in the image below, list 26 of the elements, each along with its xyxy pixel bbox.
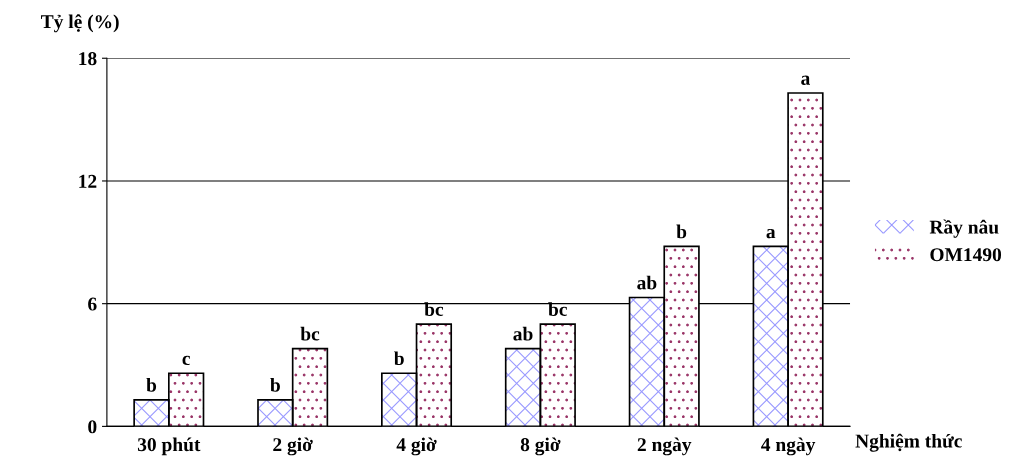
x-tick-label: 8 giờ xyxy=(520,437,561,456)
x-tick-label: 2 giờ xyxy=(273,437,313,456)
x-axis-title: Nghiệm thức xyxy=(855,433,962,452)
data-label: b xyxy=(146,378,157,392)
y-tick-label: 18 xyxy=(79,52,97,66)
data-label: a xyxy=(801,75,811,85)
x-tick-label: 2 ngày xyxy=(637,437,692,456)
data-label: bc xyxy=(548,302,567,317)
data-label: ab xyxy=(637,275,657,290)
data-label: ab xyxy=(513,326,533,341)
y-axis-title: Tỷ lệ (%) xyxy=(41,14,119,33)
data-label: c xyxy=(182,355,190,366)
x-tick-label: 30 phút xyxy=(137,437,201,456)
data-label: b xyxy=(394,351,404,366)
data-label: bc xyxy=(300,326,320,341)
y-tick-label: 12 xyxy=(79,174,97,188)
y-tick-label: 0 xyxy=(88,420,97,434)
legend-label: Rầy nâu xyxy=(929,219,999,238)
x-tick-label: 4 ngày xyxy=(761,437,816,456)
data-label: a xyxy=(766,228,776,239)
legend-label: OM1490 xyxy=(930,248,1002,262)
y-tick-label: 6 xyxy=(88,297,97,311)
data-label: b xyxy=(270,378,280,392)
data-label: bc xyxy=(424,302,444,317)
data-label: b xyxy=(676,224,687,239)
x-tick-label: 4 giờ xyxy=(396,437,437,456)
